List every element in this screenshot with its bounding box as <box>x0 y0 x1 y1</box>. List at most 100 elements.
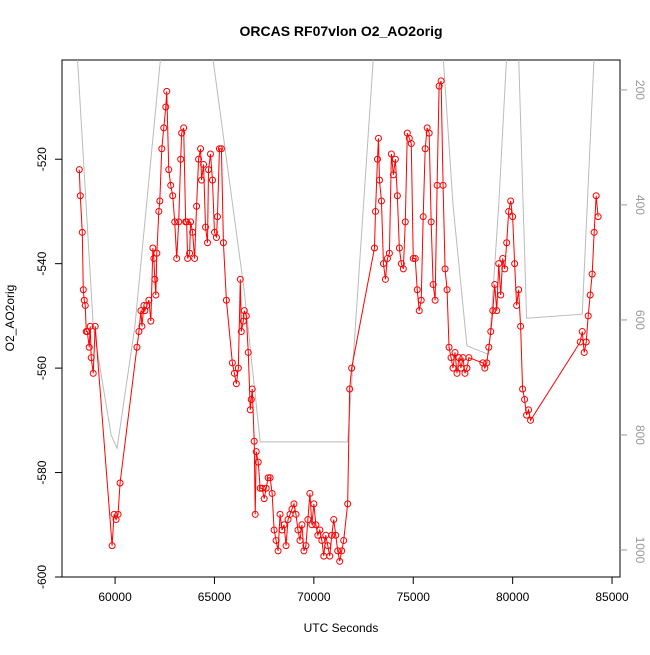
data-point <box>330 516 338 524</box>
data-point <box>332 531 340 539</box>
data-point <box>86 322 94 330</box>
data-point <box>387 150 395 158</box>
data-point <box>147 317 155 325</box>
data-point <box>493 307 501 315</box>
data-point <box>525 406 533 414</box>
data-point <box>204 239 212 247</box>
data-point <box>186 249 194 257</box>
data-point <box>266 474 274 482</box>
data-point <box>326 552 334 560</box>
data-point <box>276 510 284 518</box>
data-point <box>195 155 203 163</box>
data-point <box>114 510 122 518</box>
series-line <box>78 80 599 562</box>
plot-frame <box>61 59 621 578</box>
data-point <box>292 510 300 518</box>
data-point <box>399 265 407 273</box>
data-point <box>219 239 227 247</box>
data-point <box>133 343 141 351</box>
data-point <box>401 218 409 226</box>
data-point <box>152 291 160 299</box>
data-point <box>590 228 598 236</box>
data-point <box>334 547 342 555</box>
data-point <box>407 140 415 148</box>
data-point <box>501 265 509 273</box>
data-point <box>85 343 93 351</box>
data-point <box>417 296 425 304</box>
data-point <box>140 301 148 309</box>
data-point <box>431 296 439 304</box>
data-point <box>232 380 240 388</box>
data-point <box>495 260 503 268</box>
data-point <box>79 286 87 294</box>
x-tick-label: 70000 <box>297 590 331 604</box>
data-point <box>385 249 393 257</box>
data-point <box>324 542 332 550</box>
data-point <box>228 359 236 367</box>
data-point <box>308 521 316 529</box>
y-axis-label: O2_AO2orig <box>3 285 17 352</box>
data-point <box>580 348 588 356</box>
data-point <box>505 207 513 215</box>
data-point <box>151 275 159 283</box>
data-point <box>145 296 153 304</box>
data-point <box>83 328 91 336</box>
data-point <box>153 249 161 257</box>
data-point <box>346 385 354 393</box>
data-point <box>379 260 387 268</box>
data-point <box>427 218 435 226</box>
data-point <box>519 385 527 393</box>
data-point <box>234 364 242 372</box>
data-point <box>191 254 199 262</box>
data-point <box>389 171 397 179</box>
data-point <box>208 176 216 184</box>
data-point <box>298 521 306 529</box>
data-point <box>497 291 505 299</box>
data-point <box>248 385 256 393</box>
data-point <box>180 124 188 132</box>
data-point <box>370 244 378 252</box>
data-point <box>274 547 282 555</box>
data-point <box>280 521 288 529</box>
data-point <box>455 354 463 362</box>
data-point <box>250 437 258 445</box>
data-point <box>156 197 164 205</box>
data-point <box>491 281 499 289</box>
data-point <box>578 328 586 336</box>
data-point <box>499 254 507 262</box>
data-point <box>318 536 326 544</box>
data-point <box>290 500 298 508</box>
data-point <box>270 526 278 534</box>
data-point <box>340 536 348 544</box>
data-point <box>513 301 521 309</box>
y-tick-label: -600 <box>35 565 49 589</box>
data-point <box>489 307 497 315</box>
x-tick-label: 60000 <box>98 590 132 604</box>
data-point <box>272 536 280 544</box>
x-tick-label: 75000 <box>397 590 431 604</box>
data-point <box>316 526 324 534</box>
data-point <box>507 197 515 205</box>
data-point <box>242 312 250 320</box>
data-point <box>515 286 523 294</box>
data-point <box>393 192 401 200</box>
data-point <box>391 155 399 163</box>
data-point <box>217 145 225 153</box>
data-point <box>215 145 223 153</box>
data-point <box>521 395 529 403</box>
data-point <box>447 354 455 362</box>
data-point <box>374 134 382 142</box>
data-point <box>167 181 175 189</box>
data-point <box>588 270 596 278</box>
data-point <box>419 213 427 221</box>
data-point <box>582 338 590 346</box>
data-point <box>282 542 290 550</box>
data-point <box>262 484 270 492</box>
data-point <box>377 197 385 205</box>
data-point <box>487 328 495 336</box>
y-tick-label: -560 <box>35 356 49 380</box>
data-point <box>163 87 171 95</box>
data-point <box>236 275 244 283</box>
data-point <box>586 291 594 299</box>
